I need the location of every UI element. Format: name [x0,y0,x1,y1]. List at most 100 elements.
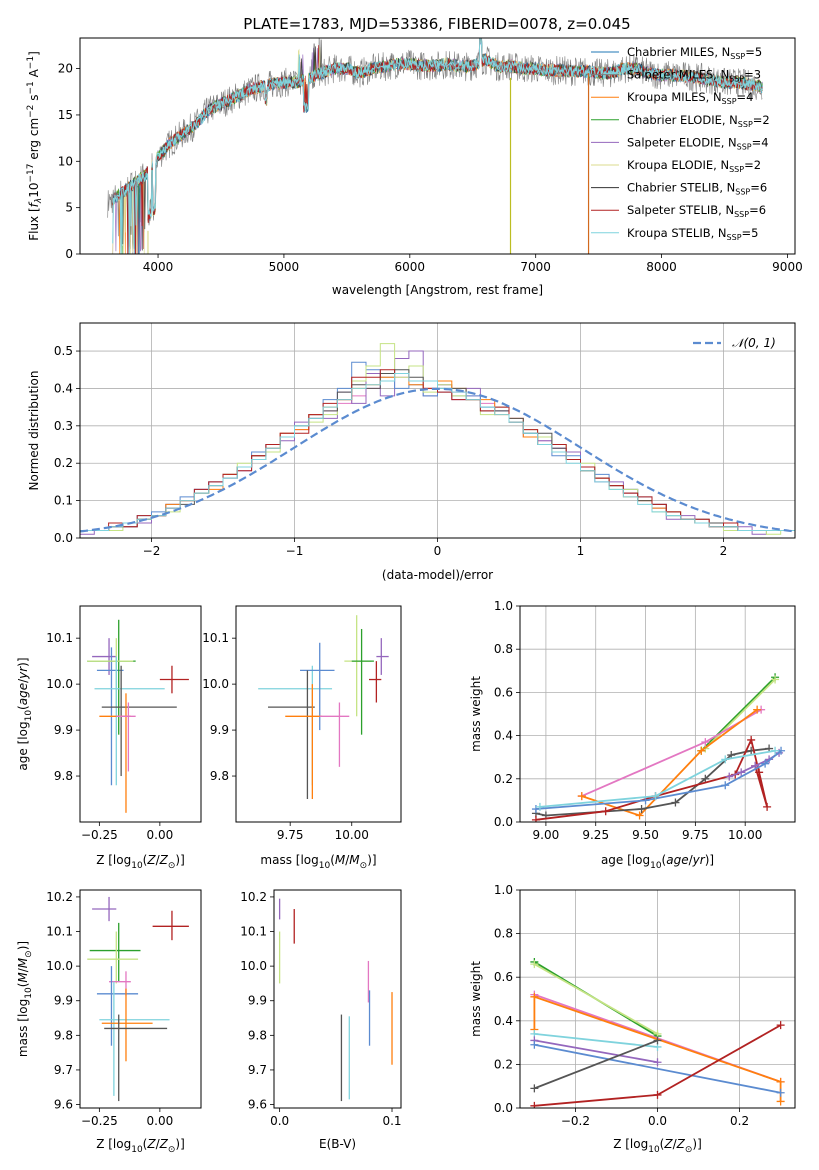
weight-marker [535,802,544,811]
x-tick-label: 10.00 [728,828,762,842]
x-tick-label: −1 [286,544,304,558]
x-axis-label: Z [log10(Z/Z⊙)] [613,1137,702,1155]
x-tick-label: 2 [720,544,728,558]
x-axis-label: wavelength [Angstrom, rest frame] [332,283,543,297]
y-tick-label: 1.0 [494,599,513,613]
y-tick-label: 10 [58,154,73,168]
weight-marker [530,992,539,1001]
x-axis-label: age [log10(age/yr)] [601,853,714,871]
weight-marker [530,1084,539,1093]
x-tick-label: −0.25 [81,828,118,842]
weight-marker [721,755,730,764]
weight-series [531,744,774,820]
errorbar [152,910,189,941]
weight-marker [530,1040,539,1049]
y-tick-label: 1.0 [494,883,513,897]
y-axis-label: mass weight [469,961,483,1037]
weight-line [539,749,776,808]
y-axis-label: mass weight [469,676,483,752]
x-tick-label: 0.0 [648,1114,667,1128]
weight-marker [725,772,734,781]
y-tick-label: 20 [58,62,73,76]
x-tick-label: 9.50 [632,828,659,842]
x-tick-label: 0.00 [147,1114,174,1128]
errorbar [351,628,374,735]
legend-label: Chabrier ELODIE, NSSP=2 [627,113,770,129]
weight-line [700,676,776,752]
model-spectrum-emphasis [112,38,763,254]
errorbar [319,702,350,767]
x-tick-label: 0.2 [730,1114,749,1128]
weight-marker [747,735,756,744]
y-tick-label: 10.0 [240,959,267,973]
x-tick-label: 9000 [772,260,803,274]
panels: 4000 5000 6000 7000 8000 900005101520waveleng… [16,37,803,1155]
errorbar [258,665,333,786]
legend: 𝒩(0, 1) [693,336,776,350]
y-tick-label: 0.2 [494,1057,513,1071]
weight-marker [776,1077,785,1086]
y-tick-label: 9.7 [54,1063,73,1077]
y-axis-label: Normed distribution [27,371,41,491]
y-tick-label: 9.6 [54,1098,73,1112]
plot-area [107,38,763,254]
y-tick-label: 0.0 [54,531,73,545]
weight-marker [697,746,706,755]
y-tick-label: 0.4 [494,1014,513,1028]
x-tick-label: 0.0 [270,1114,289,1128]
legend-label: Salpeter MILES, NSSP=3 [627,68,761,84]
axes-frame [79,37,796,255]
y-tick-label: 9.8 [210,769,229,783]
x-axis-label: mass [log10(M/M⊙)] [260,853,376,871]
plot-area [87,619,189,813]
legend: Chabrier MILES, NSSP=5 Salpeter MILES, NS… [591,45,770,242]
errorbar [92,638,117,675]
axes-frame [273,889,402,1109]
x-tick-label: 4000 [143,260,174,274]
weight-marker [701,738,710,747]
axes-frame [79,605,202,823]
weight-marker [651,792,660,801]
axes-frame [79,889,202,1109]
weight-marker [653,1036,662,1045]
weight-marker [653,1090,662,1099]
errorbar [101,665,177,777]
errorbar [376,638,389,675]
legend-label: Kroupa MILES, NSSP=4 [627,90,753,106]
age-vs-Z-panel: −0.25 0.00 9.8 9.9 10.0 10.1 Z [log10(Z/Z⊙)] ag… [16,605,202,871]
histogram-series [80,372,795,538]
y-tick-label: 9.9 [248,994,267,1008]
errorbar [116,702,136,772]
y-tick-label: 0.8 [494,927,513,941]
weight-marker [737,768,746,777]
y-tick-label: 10.2 [240,890,267,904]
legend-label: 𝒩(0, 1) [732,336,776,350]
x-tick-label: −2 [143,544,161,558]
weight-marker [776,1097,785,1106]
weight-marker [753,705,762,714]
legend-label: Kroupa STELIB, NSSP=5 [627,226,758,242]
weight-marker [671,798,680,807]
weight-line [534,1043,781,1094]
weight-marker [776,1021,785,1030]
y-tick-label: 0.6 [494,970,513,984]
weight-line [728,752,780,778]
x-axis-label: (data-model)/error [382,568,493,582]
y-tick-label: 10.1 [46,925,73,939]
spectrum-panel: 4000 5000 6000 7000 8000 9000 0 5 10 15 20 waveleng… [26,37,803,297]
y-tick-label: 10.0 [202,677,229,691]
weight-series [701,675,780,753]
x-tick-label: −0.25 [81,1114,118,1128]
x-tick-label: 0 [434,544,442,558]
weight-marker [721,781,730,790]
errorbar [285,684,323,800]
y-tick-label: 0.8 [494,642,513,656]
x-tick-label: 9.25 [582,828,609,842]
y-tick-label: 0.1 [54,494,73,508]
x-tick-label: 6000 [395,260,426,274]
y-tick-label: 9.7 [248,1063,267,1077]
weight-line [534,1033,658,1048]
weight-series [530,1021,785,1108]
errorbar [104,1014,168,1102]
errorbar [96,966,139,1046]
